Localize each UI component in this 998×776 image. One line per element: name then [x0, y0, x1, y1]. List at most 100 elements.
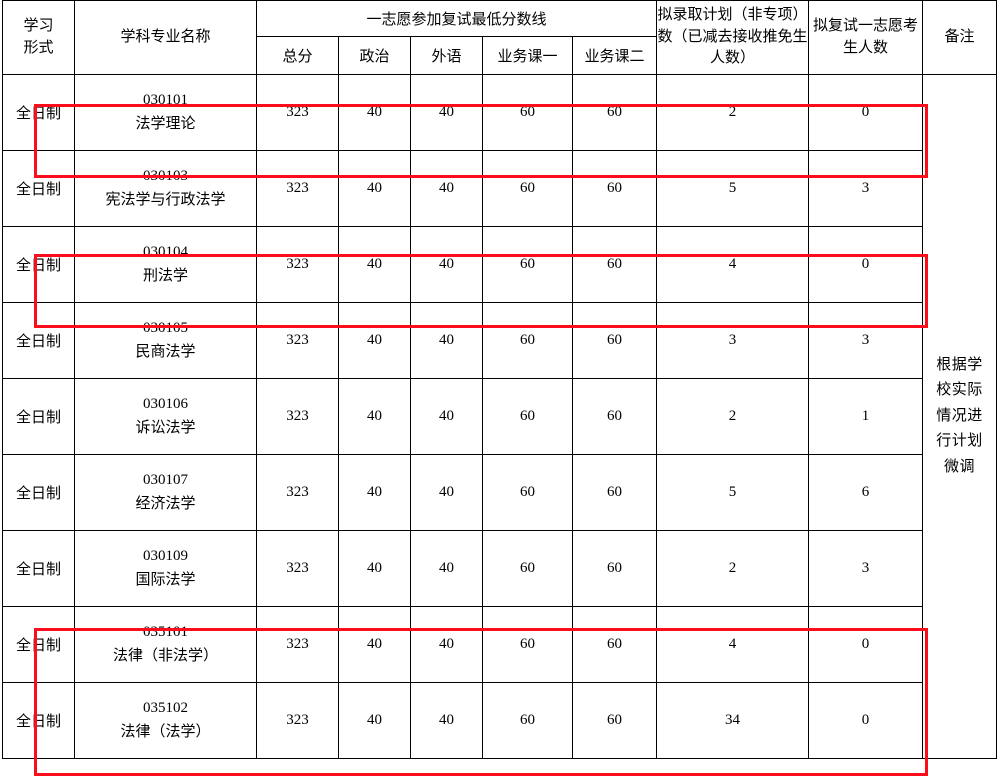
cell-foreign-score: 40	[410, 150, 483, 227]
cell-foreign-score: 40	[410, 378, 483, 455]
cell-foreign-score: 40	[410, 74, 483, 151]
cell-study-form: 全日制	[2, 74, 75, 151]
cell-total-score: 323	[256, 530, 339, 607]
cell-remark: 根据学 校实际 情况进 行计划 微调	[922, 74, 997, 759]
table-row: 全日制 030103 宪法学与行政法学 323 40 40 60 60 5 3	[2, 150, 997, 227]
cell-study-form: 全日制	[2, 606, 75, 683]
cell-major-name: 030101 法学理论	[74, 74, 257, 151]
table-row: 全日制 035101 法律（非法学） 323 40 40 60 60 4 0	[2, 606, 997, 683]
cell-politics-score: 40	[338, 454, 411, 531]
cell-politics-score: 40	[338, 682, 411, 759]
header-study-form-line1: 学习	[23, 17, 54, 34]
cell-business1-score: 60	[482, 74, 573, 151]
major-code: 030109	[143, 548, 188, 565]
cell-business1-score: 60	[482, 606, 573, 683]
header-min-score-group: 一志愿参加复试最低分数线	[256, 0, 657, 37]
cell-total-score: 323	[256, 226, 339, 303]
major-title: 刑法学	[142, 267, 188, 284]
cell-foreign-score: 40	[410, 302, 483, 379]
cell-major-name: 030109 国际法学	[74, 530, 257, 607]
cell-study-form: 全日制	[2, 378, 75, 455]
cell-business2-score: 60	[572, 302, 657, 379]
table-body: 全日制 030101 法学理论 323 40 40 60 60 2 0 根据学 校实际 情况进 行计划 微调…	[2, 74, 997, 759]
cell-politics-score: 40	[338, 302, 411, 379]
cell-business1-score: 60	[482, 226, 573, 303]
cell-retest-count: 0	[808, 226, 923, 303]
cell-foreign-score: 40	[410, 226, 483, 303]
cell-retest-count: 3	[808, 150, 923, 227]
major-code: 035101	[143, 624, 188, 641]
cell-retest-count: 0	[808, 682, 923, 759]
table-row: 全日制 035102 法律（法学） 323 40 40 60 60 34 0	[2, 682, 997, 759]
cell-study-form: 全日制	[2, 226, 75, 303]
cell-retest-count: 3	[808, 530, 923, 607]
header-row-sub: 总分 政治 外语 业务课一 业务课二	[3, 36, 997, 75]
header-study-form: 学习 形式	[2, 0, 75, 75]
cell-plan-count: 5	[656, 454, 809, 531]
cell-plan-count: 2	[656, 378, 809, 455]
remark-line: 校实际	[936, 382, 983, 399]
cell-plan-count: 4	[656, 606, 809, 683]
major-code: 035102	[143, 700, 188, 717]
major-title: 宪法学与行政法学	[105, 191, 226, 208]
cell-business2-score: 60	[572, 378, 657, 455]
cell-plan-count: 34	[656, 682, 809, 759]
major-title: 经济法学	[135, 495, 196, 512]
cell-business2-score: 60	[572, 454, 657, 531]
cell-study-form: 全日制	[2, 150, 75, 227]
header-study-form-line2: 形式	[23, 39, 54, 56]
cell-foreign-score: 40	[410, 530, 483, 607]
cell-business1-score: 60	[482, 302, 573, 379]
cell-business1-score: 60	[482, 454, 573, 531]
cell-total-score: 323	[256, 682, 339, 759]
cell-business2-score: 60	[572, 530, 657, 607]
cell-plan-count: 2	[656, 530, 809, 607]
cell-retest-count: 6	[808, 454, 923, 531]
cell-major-name: 035102 法律（法学）	[74, 682, 257, 759]
major-code: 030105	[143, 320, 188, 337]
cell-politics-score: 40	[338, 378, 411, 455]
cell-major-name: 035101 法律（非法学）	[74, 606, 257, 683]
remark-line: 根据学	[936, 356, 983, 373]
cell-plan-count: 3	[656, 302, 809, 379]
table-row: 全日制 030101 法学理论 323 40 40 60 60 2 0 根据学 校实际 情况进 行计划 微调	[2, 74, 997, 759]
table-row: 全日制 030109 国际法学 323 40 40 60 60 2 3	[2, 530, 997, 607]
cell-total-score: 323	[256, 606, 339, 683]
cell-business2-score: 60	[572, 226, 657, 303]
cell-major-name: 030106 诉讼法学	[74, 378, 257, 455]
cell-major-name: 030105 民商法学	[74, 302, 257, 379]
header-business1: 业务课一	[482, 36, 573, 75]
cell-politics-score: 40	[338, 530, 411, 607]
cell-politics-score: 40	[338, 150, 411, 227]
header-major-name: 学科专业名称	[74, 0, 257, 75]
cell-retest-count: 1	[808, 378, 923, 455]
cell-plan-count: 4	[656, 226, 809, 303]
cell-business1-score: 60	[482, 530, 573, 607]
cell-retest-count: 3	[808, 302, 923, 379]
table-row: 全日制 030105 民商法学 323 40 40 60 60 3 3	[2, 302, 997, 379]
cell-total-score: 323	[256, 378, 339, 455]
cell-major-name: 030103 宪法学与行政法学	[74, 150, 257, 227]
cell-plan-count: 2	[656, 74, 809, 151]
cell-study-form: 全日制	[2, 530, 75, 607]
remark-line: 行计划	[936, 433, 983, 450]
cell-total-score: 323	[256, 150, 339, 227]
table-row: 全日制 030104 刑法学 323 40 40 60 60 4 0	[2, 226, 997, 303]
cell-plan-count: 5	[656, 150, 809, 227]
cell-foreign-score: 40	[410, 606, 483, 683]
major-title: 法律（非法学）	[112, 647, 218, 664]
cell-business2-score: 60	[572, 682, 657, 759]
header-foreign: 外语	[410, 36, 483, 75]
major-title: 法学理论	[135, 115, 196, 132]
cell-study-form: 全日制	[2, 454, 75, 531]
cell-retest-count: 0	[808, 74, 923, 151]
header-politics: 政治	[338, 36, 411, 75]
header-total: 总分	[256, 36, 339, 75]
cell-retest-count: 0	[808, 606, 923, 683]
remark-line: 情况进	[936, 407, 983, 424]
cell-politics-score: 40	[338, 606, 411, 683]
table-row: 全日制 030107 经济法学 323 40 40 60 60 5 6	[2, 454, 997, 531]
header-business2: 业务课二	[572, 36, 657, 75]
header-first-choice-retest: 拟复试一志愿考生人数	[808, 0, 923, 75]
